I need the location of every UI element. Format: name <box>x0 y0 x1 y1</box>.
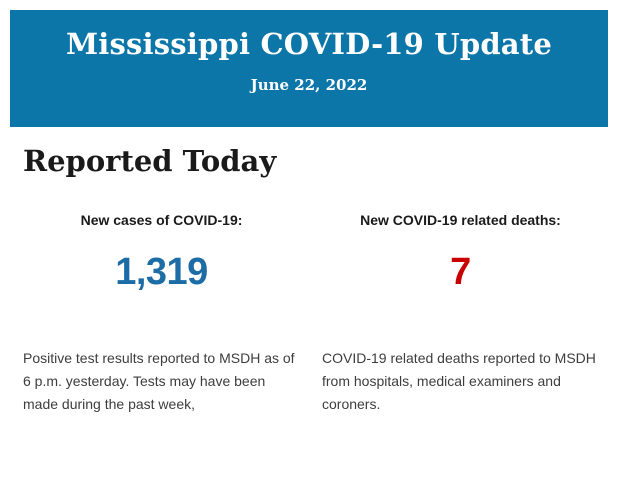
banner: Mississippi COVID-19 Update June 22, 202… <box>10 10 608 127</box>
banner-date: June 22, 2022 <box>250 76 368 94</box>
cases-column: New cases of COVID-19: 1,319 Positive te… <box>23 212 300 416</box>
deaths-label: New COVID-19 related deaths: <box>360 212 561 228</box>
section-heading: Reported Today <box>23 144 277 178</box>
cases-label: New cases of COVID-19: <box>80 212 243 228</box>
deaths-column: New COVID-19 related deaths: 7 COVID-19 … <box>322 212 599 416</box>
cases-value: 1,319 <box>115 251 208 293</box>
banner-title: Mississippi COVID-19 Update <box>65 27 553 61</box>
deaths-description: COVID-19 related deaths reported to MSDH… <box>322 350 596 412</box>
cases-description: Positive test results reported to MSDH a… <box>23 350 295 412</box>
stats-columns: New cases of COVID-19: 1,319 Positive te… <box>23 212 599 416</box>
covid-update-page: Mississippi COVID-19 Update June 22, 202… <box>0 10 620 483</box>
deaths-value: 7 <box>450 251 471 293</box>
